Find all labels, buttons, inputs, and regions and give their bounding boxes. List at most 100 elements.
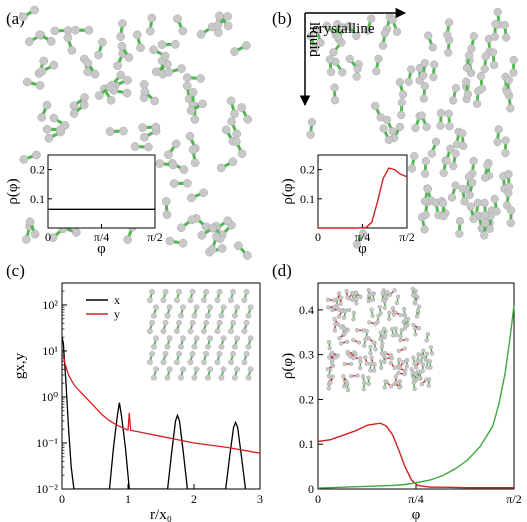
molecule xyxy=(22,77,45,90)
molecule xyxy=(429,60,439,82)
molecule xyxy=(332,321,338,333)
molecule xyxy=(396,370,407,377)
molecule xyxy=(241,319,250,335)
molecule xyxy=(165,236,188,248)
molecule xyxy=(169,178,192,188)
x-axis-label: φ xyxy=(358,241,367,257)
molecule xyxy=(326,304,337,310)
y-tick-label: 0 xyxy=(308,482,314,496)
molecule xyxy=(330,83,340,105)
y-tick-label: 10⁻² xyxy=(36,482,58,496)
molecule xyxy=(147,350,155,366)
x-tick-label: 0 xyxy=(315,230,321,244)
molecule xyxy=(424,31,437,52)
molecule xyxy=(363,355,370,366)
molecule xyxy=(419,81,430,103)
molecule xyxy=(506,206,516,228)
x-tick-label: π/4 xyxy=(355,230,370,244)
series-line-0 xyxy=(317,422,514,489)
plot-frame xyxy=(317,154,408,229)
molecule xyxy=(411,322,422,331)
molecule xyxy=(207,232,221,254)
molecule xyxy=(191,366,200,381)
series-line-x xyxy=(62,336,247,489)
molecule xyxy=(164,64,186,77)
molecule xyxy=(232,304,240,319)
molecule xyxy=(19,150,41,164)
molecule xyxy=(407,152,419,173)
molecule xyxy=(178,366,186,381)
molecule xyxy=(71,25,94,35)
molecule xyxy=(164,304,173,319)
molecule xyxy=(94,37,107,60)
molecule xyxy=(191,214,211,232)
molecule xyxy=(396,346,407,354)
molecule xyxy=(218,366,227,381)
molecule xyxy=(378,29,390,50)
molecule xyxy=(109,86,132,98)
molecule-field-a xyxy=(18,5,253,260)
molecule xyxy=(493,125,503,147)
molecule xyxy=(245,335,254,350)
molecule xyxy=(379,344,385,356)
molecule xyxy=(336,308,345,319)
molecule xyxy=(347,352,358,358)
molecule xyxy=(37,100,52,122)
molecule xyxy=(218,304,227,319)
molecule xyxy=(344,381,351,393)
molecule xyxy=(401,306,408,318)
molecule xyxy=(149,45,170,61)
molecule xyxy=(378,330,383,342)
molecule xyxy=(403,317,408,329)
molecule xyxy=(423,351,430,363)
molecule xyxy=(351,337,362,345)
molecule xyxy=(25,217,40,239)
molecule xyxy=(503,75,513,97)
molecule xyxy=(388,360,397,371)
molecule xyxy=(226,96,239,118)
molecule xyxy=(360,373,367,385)
molecule xyxy=(355,327,366,333)
molecule xyxy=(394,294,401,306)
series-line-0 xyxy=(318,167,408,229)
molecule xyxy=(329,351,335,363)
molecule xyxy=(182,73,205,83)
molecule xyxy=(237,103,253,124)
y-axis-label: ρ(φ) xyxy=(280,353,296,379)
molecule xyxy=(411,380,417,392)
molecule xyxy=(37,60,59,76)
molecule xyxy=(174,350,182,366)
x-tick-label: 0 xyxy=(45,230,51,244)
molecule xyxy=(415,369,421,380)
molecule xyxy=(426,377,432,388)
molecule xyxy=(187,350,196,366)
molecule xyxy=(465,178,477,200)
molecule xyxy=(467,32,479,53)
molecule xyxy=(176,215,197,233)
molecule xyxy=(372,54,383,76)
x-tick-label: π/4 xyxy=(94,230,109,244)
molecule xyxy=(83,58,100,79)
molecule xyxy=(160,350,169,366)
molecule xyxy=(313,26,325,47)
molecule-field-b xyxy=(306,7,518,249)
molecule xyxy=(462,51,474,72)
molecule xyxy=(351,310,357,322)
y-tick-label: 0.2 xyxy=(300,163,315,177)
molecule xyxy=(182,81,194,104)
molecule xyxy=(490,194,501,216)
molecule xyxy=(462,77,472,99)
molecule xyxy=(196,22,217,39)
y-tick-label: 0.3 xyxy=(299,348,314,362)
molecule xyxy=(325,297,337,303)
molecule xyxy=(201,350,209,366)
molecule xyxy=(382,379,388,390)
molecule xyxy=(157,40,180,49)
molecule xyxy=(138,122,161,132)
molecule xyxy=(413,372,419,383)
x-axis-label: r/x₀ xyxy=(150,507,172,522)
molecule xyxy=(333,20,342,41)
molecule xyxy=(398,327,404,339)
molecule xyxy=(501,136,510,158)
